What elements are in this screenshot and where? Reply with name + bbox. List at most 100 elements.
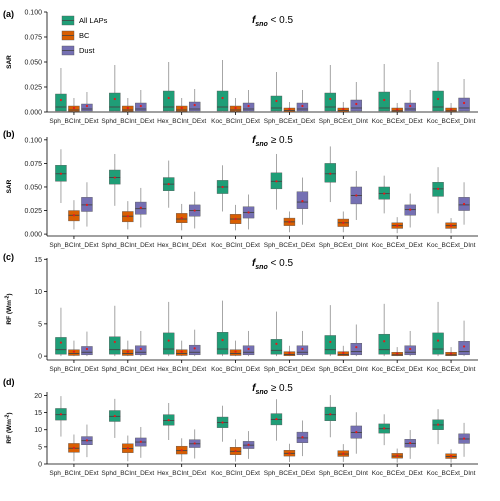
box-all-laps — [378, 414, 390, 446]
y-tick-label: 0.075 — [24, 161, 42, 168]
y-axis-label: SAR — [6, 55, 13, 69]
box-iqr — [55, 93, 67, 112]
box-mean-marker — [126, 106, 129, 110]
box-mean-marker — [275, 417, 278, 421]
box-all-laps — [270, 311, 283, 357]
box-dust — [135, 426, 147, 458]
box-mean-marker — [221, 185, 224, 189]
box-all-laps — [378, 303, 390, 357]
box-dust — [350, 170, 363, 220]
x-tick-label: Sphd_BCInt_DExt — [101, 118, 154, 125]
box-mean-marker — [113, 414, 116, 418]
box-bc — [445, 218, 457, 234]
x-tick-label: Sph_BCExt_DExt — [264, 242, 315, 249]
box-mean-marker — [355, 194, 358, 197]
box-mean-marker — [301, 436, 304, 439]
box-dust — [135, 187, 147, 228]
box-bc — [391, 217, 403, 234]
box-mean-marker — [436, 423, 440, 426]
box-mean-marker — [139, 206, 142, 209]
box-iqr — [81, 346, 93, 356]
box-all-laps — [216, 60, 229, 112]
box-bc — [68, 434, 80, 462]
box-all-laps — [162, 301, 175, 357]
box-all-laps — [55, 149, 67, 203]
box-all-laps — [324, 305, 337, 357]
y-tick-label: 0.025 — [24, 208, 42, 215]
box-mean-marker — [180, 216, 183, 220]
box-iqr — [378, 333, 390, 355]
box-mean-marker — [139, 440, 142, 443]
panel-tag: (b) — [3, 129, 15, 139]
box-mean-marker — [126, 447, 129, 450]
box-mean-marker — [462, 345, 466, 348]
x-tick-label: Koc_BCExt_DInt — [427, 118, 476, 125]
box-iqr — [432, 90, 444, 112]
box-bc — [283, 211, 296, 233]
box-bc — [337, 444, 350, 462]
box-bc — [229, 204, 242, 231]
box-dust — [404, 90, 416, 112]
box-iqr — [270, 339, 283, 355]
box-all-laps — [324, 146, 337, 203]
box-dust — [296, 330, 309, 357]
y-tick-label: 20 — [34, 393, 42, 400]
box-bc — [283, 443, 296, 462]
box-bc — [337, 102, 350, 112]
y-tick-label: 0.100 — [24, 10, 42, 17]
box-mean-marker — [383, 192, 386, 195]
y-tick-label: 5 — [38, 321, 42, 328]
box-all-laps — [324, 65, 337, 112]
box-all-laps — [324, 395, 337, 438]
box-all-laps — [378, 64, 390, 112]
box-bc — [283, 345, 296, 357]
y-axis-label: RF (Wm-2) — [5, 293, 14, 324]
legend-label: BC — [79, 31, 90, 40]
box-bc — [122, 435, 134, 462]
box-mean-marker — [288, 220, 291, 223]
box-iqr — [81, 103, 93, 112]
box-mean-marker — [167, 183, 170, 186]
x-tick-label: Sphd_BCInt_DExt — [101, 470, 154, 477]
x-tick-label: Sph_BCExt_DInt — [319, 470, 368, 477]
box-mean-marker — [85, 203, 89, 206]
box-bc — [391, 103, 403, 112]
x-tick-label: Koc_BCExt_DInt — [427, 366, 476, 373]
box-iqr — [404, 345, 416, 356]
box-iqr — [162, 332, 175, 355]
x-tick-label: Koc_BCInt_DExt — [211, 366, 260, 373]
x-tick-label: Hex_BCInt_DExt — [157, 470, 206, 477]
panel-b: (b) fsno ≥ 0.5 SAR 0.000 0.025 0.050 0.075 0.10… — [3, 129, 478, 249]
panel-title: fsno ≥ 0.5 — [252, 383, 293, 396]
box-mean-marker — [139, 104, 142, 108]
x-tick-label: Koc_BCExt_DInt — [427, 470, 476, 477]
box-bc — [68, 200, 80, 230]
box-mean-marker — [193, 347, 196, 350]
y-tick-label: 0.000 — [24, 232, 42, 239]
box-dust — [458, 182, 470, 225]
box-dust — [404, 330, 416, 357]
box-mean-marker — [436, 339, 440, 342]
box-mean-marker — [342, 351, 345, 354]
y-tick-label: 0 — [38, 462, 42, 469]
box-bc — [229, 439, 242, 462]
box-mean-marker — [167, 96, 170, 100]
box-mean-marker — [436, 187, 440, 190]
box-mean-marker — [234, 449, 237, 453]
box-mean-marker — [59, 413, 63, 416]
box-all-laps — [162, 62, 175, 112]
box-iqr — [55, 337, 67, 355]
box-dust — [81, 182, 93, 227]
box-all-laps — [216, 165, 229, 212]
box-mean-marker — [355, 345, 358, 349]
y-tick-label: 10 — [34, 427, 42, 434]
y-axis-label: RF (Wm-2) — [5, 412, 14, 443]
box-dust — [242, 194, 255, 230]
box-all-laps — [109, 398, 121, 438]
box-mean-marker — [180, 350, 183, 353]
box-mean-marker — [409, 104, 412, 108]
box-mean-marker — [221, 96, 224, 100]
box-mean-marker — [234, 217, 237, 221]
box-bc — [122, 340, 134, 357]
